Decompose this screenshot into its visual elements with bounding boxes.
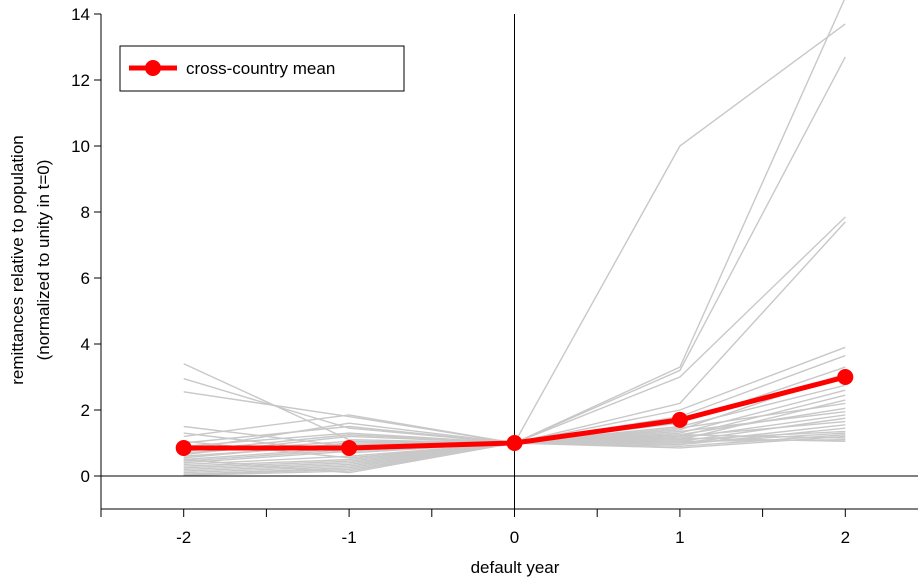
y-tick-label: 10 — [71, 137, 90, 156]
x-tick-label: -2 — [176, 528, 191, 547]
mean-series-point — [175, 439, 192, 456]
y-tick-label: 2 — [81, 401, 90, 420]
x-tick-label: 1 — [675, 528, 684, 547]
mean-series-point — [341, 439, 358, 456]
mean-series-point — [506, 435, 523, 451]
y-tick-label: 8 — [81, 203, 90, 222]
legend: cross-country mean — [119, 45, 405, 92]
y-tick-label: 14 — [71, 5, 90, 24]
x-tick-label: -1 — [342, 528, 357, 547]
x-axis-title: default year — [471, 558, 560, 577]
x-tick-label: 2 — [841, 528, 850, 547]
y-tick-label: 4 — [81, 335, 90, 354]
legend-swatch-marker — [145, 60, 161, 76]
x-tick-label: 0 — [510, 528, 519, 547]
y-axis-ticks: 0 2 4 6 8 10 12 14 — [71, 5, 101, 486]
y-tick-label: 0 — [81, 467, 90, 486]
mean-series — [175, 369, 854, 456]
y-axis-title-line2: (normalized to unity in t=0) — [34, 160, 53, 361]
x-axis-ticks: -2 -1 0 1 2 — [100, 509, 850, 547]
mean-series-point — [671, 411, 688, 428]
y-tick-label: 12 — [71, 71, 90, 90]
y-tick-label: 6 — [81, 269, 90, 288]
legend-label: cross-country mean — [186, 59, 335, 78]
mean-series-point — [837, 369, 854, 385]
y-axis-title-line1: remittances relative to population — [8, 135, 27, 384]
